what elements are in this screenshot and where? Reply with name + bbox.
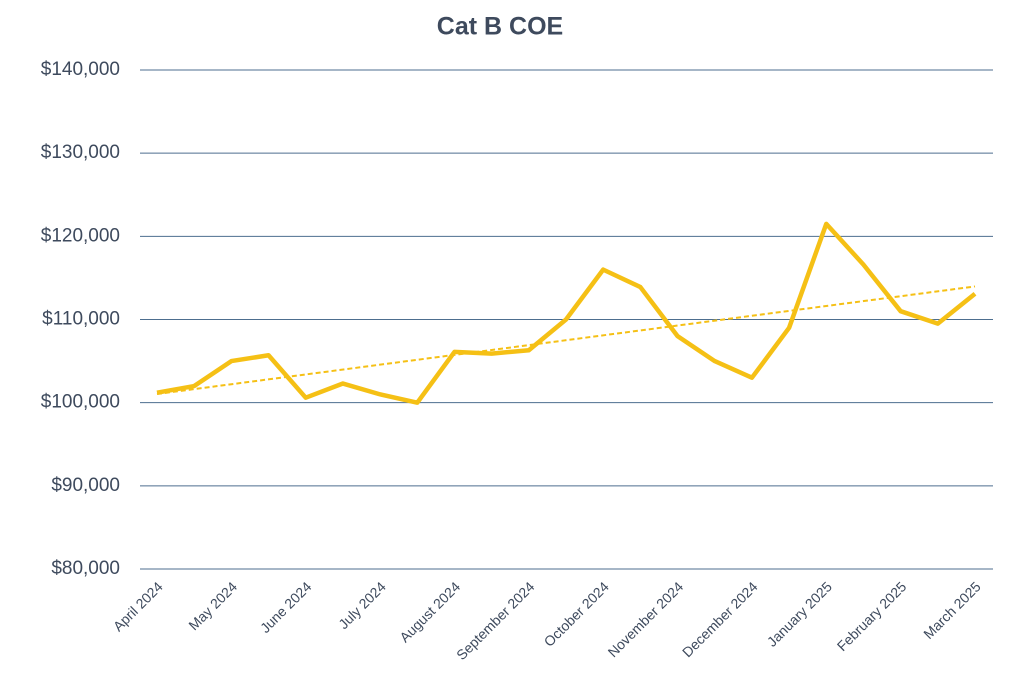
trendline [156, 285, 976, 395]
y-tick-label: $140,000 [41, 59, 120, 80]
y-tick-label: $120,000 [41, 225, 120, 246]
y-tick-label: $90,000 [51, 475, 120, 496]
chart-title: Cat B COE [437, 13, 563, 41]
line [156, 221, 977, 405]
y-tick-label: $130,000 [41, 142, 120, 163]
y-tick-label: $80,000 [51, 558, 120, 579]
y-tick-label: $100,000 [41, 392, 120, 413]
y-tick-label: $110,000 [42, 309, 120, 330]
